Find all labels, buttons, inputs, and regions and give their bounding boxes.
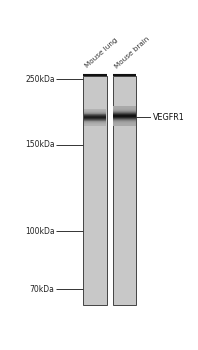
FancyBboxPatch shape xyxy=(113,76,136,305)
Text: 70kDa: 70kDa xyxy=(30,285,55,294)
FancyBboxPatch shape xyxy=(83,76,107,305)
Text: Mouse brain: Mouse brain xyxy=(114,35,150,70)
Text: Mouse lung: Mouse lung xyxy=(84,37,119,70)
Text: 100kDa: 100kDa xyxy=(25,227,55,236)
Text: 250kDa: 250kDa xyxy=(25,75,55,84)
Text: VEGFR1: VEGFR1 xyxy=(153,113,185,122)
Text: 150kDa: 150kDa xyxy=(25,140,55,149)
